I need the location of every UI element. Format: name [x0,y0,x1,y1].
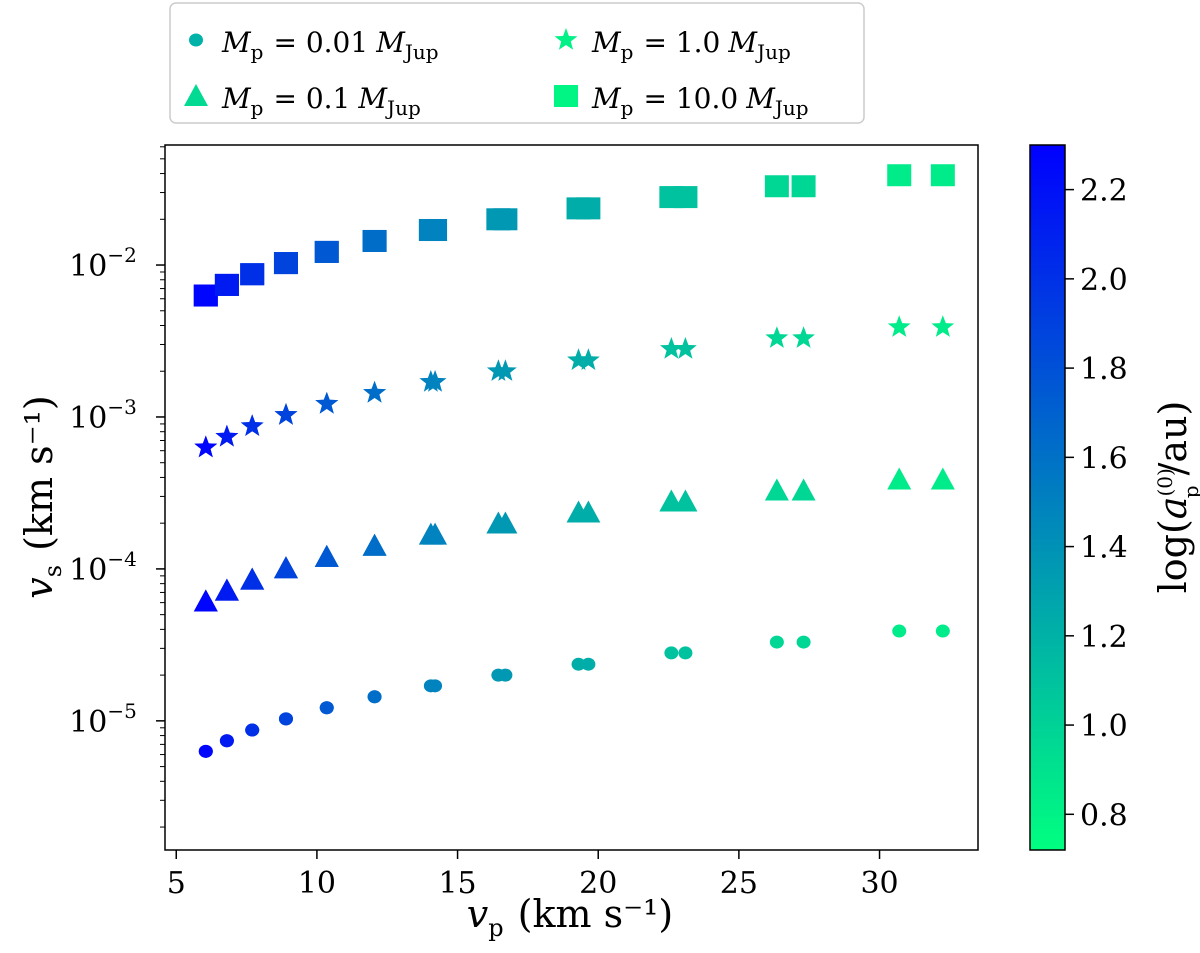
point-triangle-1-10 [791,478,816,501]
point-star-0-11 [887,315,911,337]
legend-marker-square [554,85,578,107]
point-star-0-8 [567,348,590,370]
point-triangle-1-4 [314,544,339,567]
y-axis-label: vs(km s⁻¹) [17,395,67,598]
data-marks [193,164,955,758]
y-tick-label: 10−2 [69,243,137,284]
point-triangle-0-11 [887,467,912,490]
x-tick-label: 10 [298,866,336,901]
point-triangle-1-0 [193,589,218,612]
colorbar-tick-label: 1.6 [1080,441,1128,476]
legend: Mp = 0.01 MJup Mp = 0.1 MJup Mp = 1.0 MJup Mp =… [169,2,865,124]
point-circle-0-8 [571,657,586,671]
colorbar: 0.8 1.0 1.2 1.4 1.6 1.8 2.0 2.2 log(a(0)p/au) [1029,144,1200,851]
point-triangle-1-11 [930,467,955,490]
colorbar-tick-label: 0.8 [1080,798,1128,833]
x-tick-label: 15 [438,866,476,901]
point-square-1-4 [314,240,339,263]
point-square-1-2 [240,263,265,286]
legend-label-2: Mp = 1.0 MJup [591,26,791,64]
legend-label-1: Mp = 0.1 MJup [221,82,421,120]
point-star-1-5 [363,380,386,403]
point-square-1-7 [493,208,518,231]
legend-label-0: Mp = 0.01 MJup [221,26,439,64]
point-triangle-1-6 [423,522,448,545]
colorbar-label: log(a(0)p/au) [1151,401,1200,594]
point-circle-1-3 [278,712,293,726]
point-star-1-0 [194,435,218,458]
point-square-0-10 [764,175,789,198]
point-square-1-0 [193,284,218,307]
point-star-1-10 [792,326,815,348]
point-triangle-1-1 [214,578,239,601]
colorbar-ticks: 0.8 1.0 1.2 1.4 1.6 1.8 2.0 2.2 [1065,174,1128,833]
y-tick-label: 10−5 [69,699,137,740]
point-square-1-9 [673,186,698,209]
point-circle-0-11 [892,624,907,638]
point-circle-1-2 [245,723,260,737]
point-circle-1-9 [678,646,693,660]
point-circle-1-1 [219,734,234,748]
point-square-1-5 [362,229,387,252]
x-tick-label: 25 [720,866,758,901]
point-circle-0-10 [769,635,784,649]
colorbar-tick-label: 1.8 [1080,352,1128,387]
colorbar-tick-label: 1.2 [1080,620,1128,655]
point-circle-1-8 [581,657,596,671]
point-triangle-1-5 [362,533,387,556]
point-circle-1-11 [935,624,950,638]
y-tick-label: 10−4 [69,547,137,588]
point-square-1-3 [273,252,298,275]
colorbar-tick-label: 1.4 [1080,531,1128,566]
point-circle-1-6 [428,679,443,693]
x-tick-label: 20 [579,866,617,901]
point-star-1-2 [240,414,264,436]
legend-frame [169,2,865,124]
legend-marker-star [554,28,578,50]
y-axis: 10−5 10−4 10−3 10−2 [69,146,165,828]
point-star-1-6 [423,370,447,392]
x-axis: 5 10 15 20 25 30 [167,850,899,901]
legend-marker-circle [189,33,203,47]
legend-label-3: Mp = 10.0 MJup [591,82,809,120]
point-triangle-0-10 [764,478,789,501]
point-star-1-4 [315,391,339,414]
colorbar-gradient [1029,144,1066,851]
legend-marker-triangle [184,84,208,106]
point-triangle-1-2 [240,567,265,590]
point-triangle-1-3 [273,556,298,579]
x-axis-label: vp (km s⁻¹) [467,892,673,942]
point-square-1-1 [214,273,239,296]
point-triangle-1-9 [673,489,698,512]
colorbar-tick-label: 2.2 [1080,174,1128,209]
point-circle-0-9 [664,646,679,660]
point-circle-1-10 [796,635,811,649]
point-triangle-1-8 [576,500,601,523]
plot-area [164,144,979,851]
y-tick-label: 10−3 [69,395,137,436]
colorbar-tick-label: 2.0 [1080,263,1128,298]
point-circle-1-4 [319,701,334,715]
x-tick-label: 30 [860,866,898,901]
point-star-1-8 [577,348,600,370]
point-circle-1-0 [198,744,213,758]
point-square-1-11 [930,164,955,187]
point-square-1-10 [791,175,816,198]
colorbar-tick-label: 1.0 [1080,709,1128,744]
point-star-1-9 [674,337,697,359]
point-star-0-10 [765,326,789,348]
point-square-1-6 [423,219,448,242]
point-star-1-7 [494,359,517,381]
point-star-1-3 [274,403,298,425]
point-star-1-11 [931,315,955,337]
point-circle-1-5 [367,690,382,704]
point-triangle-1-7 [493,511,518,534]
x-tick-label: 5 [167,866,186,901]
point-star-1-1 [215,424,239,447]
point-square-1-8 [576,197,601,220]
point-star-0-9 [660,337,683,359]
point-circle-1-7 [498,668,513,682]
point-square-0-11 [887,164,912,187]
